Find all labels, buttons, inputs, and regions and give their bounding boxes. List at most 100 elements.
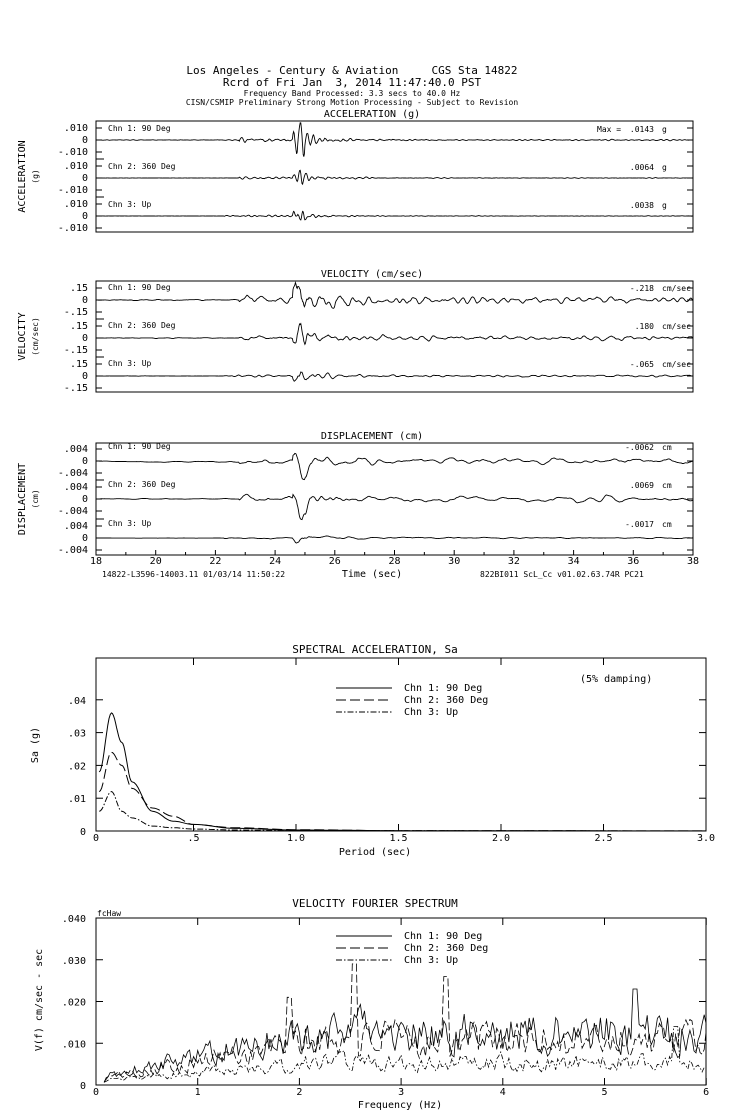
- peak-value: .0143: [630, 125, 654, 134]
- chart-title: SPECTRAL ACCELERATION, Sa: [292, 643, 458, 656]
- x-tick-label: 2: [296, 1087, 302, 1098]
- y-tick-label: 0: [82, 173, 88, 184]
- y-tick-label: 0: [82, 295, 88, 306]
- x-tick-label: 3: [398, 1087, 404, 1098]
- channel-label: Chn 2: 360 Deg: [108, 162, 176, 171]
- x-tick-label: 4: [500, 1087, 506, 1098]
- y-tick-label: .010: [64, 123, 88, 134]
- x-axis-label: Frequency (Hz): [358, 1100, 442, 1111]
- peak-unit: g: [662, 125, 667, 134]
- panel-title: ACCELERATION (g): [324, 109, 420, 120]
- y-tick-label: .15: [70, 321, 88, 332]
- footer-right: 822BI011 ScL_Cc v01.02.63.74R PC21: [480, 570, 644, 579]
- trace: [96, 371, 694, 382]
- y-tick-label: .030: [62, 956, 86, 967]
- channel-1: .150-.15 Chn 1: 90 Deg -.218 cm/sec: [64, 280, 694, 318]
- peak-value: .0064: [630, 163, 654, 172]
- peak-unit: cm: [662, 481, 672, 490]
- x-tick-label: 1.5: [389, 833, 407, 844]
- trace: [96, 535, 693, 544]
- x-tick-label: .5: [187, 833, 199, 844]
- y-tick-label: -.15: [64, 307, 88, 318]
- y-tick-label: .15: [70, 283, 88, 294]
- x-tick-label: 34: [568, 556, 580, 567]
- y-tick-label: .040: [62, 914, 86, 925]
- channel-label: Chn 3: Up: [108, 519, 152, 528]
- y-tick-label: -.010: [58, 223, 88, 234]
- channel-label: Chn 3: Up: [108, 359, 152, 368]
- x-tick-label: 38: [687, 556, 699, 567]
- y-tick-label: 0: [82, 211, 88, 222]
- y-axis-label: ACCELERATION: [17, 140, 28, 212]
- channel-label: Chn 3: Up: [108, 200, 152, 209]
- x-tick-label: 20: [150, 556, 162, 567]
- y-tick-label: -.004: [58, 468, 88, 479]
- footer-left: 14822-L3596-14003.11 01/03/14 11:50:22: [102, 570, 285, 579]
- legend-entry: Chn 2: 360 Deg: [404, 943, 488, 954]
- x-tick-label: 2.5: [594, 833, 612, 844]
- legend-entry: Chn 1: 90 Deg: [404, 931, 482, 942]
- corner-label: fcHaw: [97, 909, 121, 918]
- legend-entry: Chn 1: 90 Deg: [404, 683, 482, 694]
- y-tick-label: .02: [68, 761, 86, 772]
- y-tick-label: -.004: [58, 506, 88, 517]
- y-tick-label: 0: [82, 533, 88, 544]
- panel-velocity: VELOCITY (cm/sec)VELOCITY (cm/sec).150-.1…: [17, 269, 694, 394]
- y-tick-label: .15: [70, 359, 88, 370]
- y-tick-label: 0: [80, 1081, 86, 1092]
- x-axis-label: Time (sec): [342, 569, 402, 580]
- header-line2: Rcrd of Fri Jan 3, 2014 11:47:40.0 PST: [223, 76, 482, 89]
- y-tick-label: -.010: [58, 147, 88, 158]
- panel-frame: [95, 280, 694, 393]
- peak-unit: cm: [662, 520, 672, 529]
- peak-value: .0069: [630, 481, 654, 490]
- y-tick-label: -.15: [64, 345, 88, 356]
- sa-series-1: [98, 712, 706, 832]
- x-tick-label: 24: [269, 556, 281, 567]
- y-tick-label: .03: [68, 729, 86, 740]
- channel-label: Chn 2: 360 Deg: [108, 321, 176, 330]
- panel-title: DISPLACEMENT (cm): [321, 431, 423, 442]
- y-tick-label: .010: [62, 1039, 86, 1050]
- y-axis-unit: (cm): [31, 489, 40, 508]
- legend-entry: Chn 3: Up: [404, 707, 458, 718]
- sa-series-2: [98, 751, 706, 832]
- peak-unit: cm/sec: [662, 322, 691, 331]
- y-tick-label: .010: [64, 161, 88, 172]
- x-tick-label: 6: [703, 1087, 709, 1098]
- x-tick-label: 26: [329, 556, 341, 567]
- channel-label: Chn 1: 90 Deg: [108, 124, 171, 133]
- header-line4: CISN/CSMIP Preliminary Strong Motion Pro…: [186, 98, 519, 107]
- trace: [95, 452, 693, 481]
- plot-frame: [95, 917, 707, 1086]
- panel-acceleration: ACCELERATION (g)ACCELERATION (g).0100-.01…: [17, 109, 694, 234]
- y-tick-label: 0: [82, 333, 88, 344]
- y-tick-label: -.010: [58, 185, 88, 196]
- channel-label: Chn 1: 90 Deg: [108, 442, 171, 451]
- x-tick-label: 32: [508, 556, 520, 567]
- max-label: Max =: [597, 125, 621, 134]
- fourier-series-1: [103, 988, 707, 1082]
- x-tick-label: 1.0: [287, 833, 305, 844]
- trace: [95, 122, 694, 157]
- panel-frame: [95, 120, 694, 233]
- peak-value: -.065: [630, 360, 654, 369]
- x-tick-label: 3.0: [697, 833, 715, 844]
- legend-entry: Chn 2: 360 Deg: [404, 695, 488, 706]
- y-axis-label: VELOCITY: [17, 312, 28, 360]
- y-tick-label: 0: [82, 456, 88, 467]
- y-axis-unit: (g): [31, 169, 40, 183]
- x-tick-label: 5: [601, 1087, 607, 1098]
- time-axis: 18 20 22 24 26 28 30 32 34 36 38 Time (sec) 14822-L3…: [90, 550, 699, 580]
- channel-label: Chn 2: 360 Deg: [108, 480, 176, 489]
- legend-entry: Chn 3: Up: [404, 955, 458, 966]
- y-tick-label: 0: [82, 135, 88, 146]
- y-tick-label: .004: [64, 482, 88, 493]
- channel-2: .150-.15 Chn 2: 360 Deg .180 cm/sec: [64, 318, 694, 356]
- trace: [96, 169, 693, 186]
- x-tick-label: 36: [627, 556, 639, 567]
